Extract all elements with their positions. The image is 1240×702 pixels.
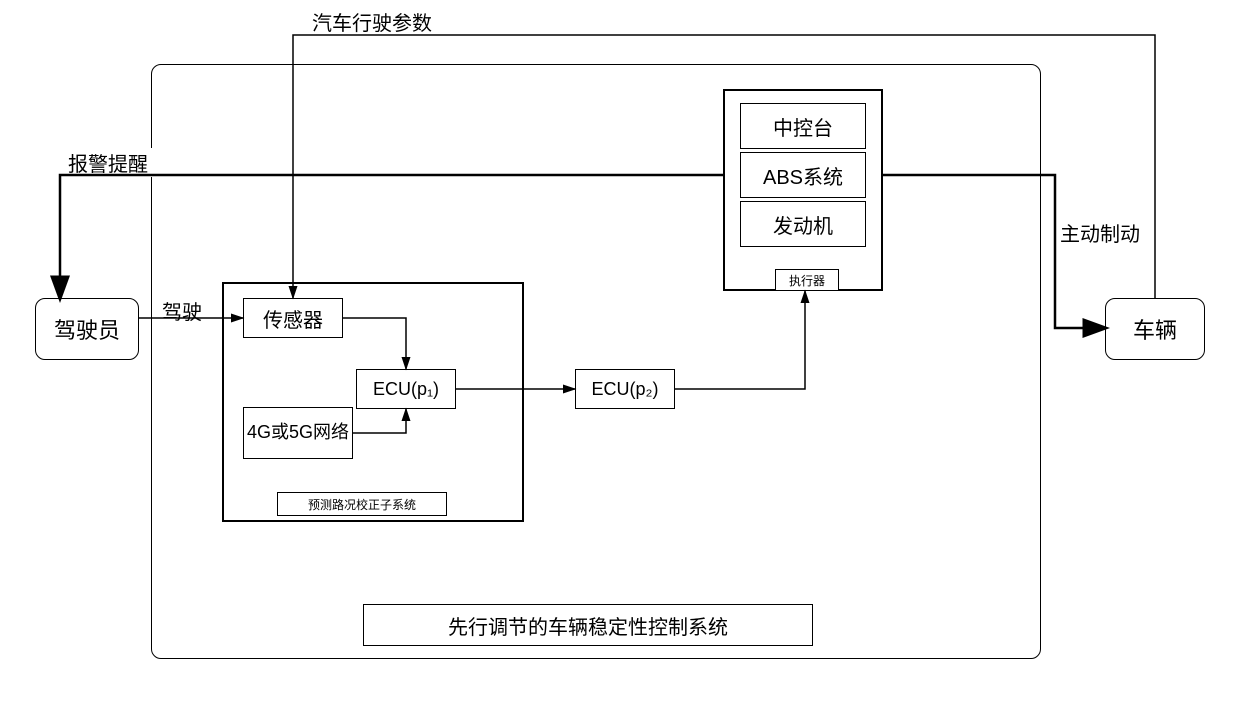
network-box: 4G或5G网络: [243, 407, 353, 459]
alarm-label: 报警提醒: [64, 148, 152, 177]
vehicle-box: 车辆: [1105, 298, 1205, 360]
subsystem-caption: 预测路况校正子系统: [308, 496, 416, 513]
sensor-label: 传感器: [263, 304, 323, 333]
actuator-caption-box: 执行器: [775, 269, 839, 291]
ecu1-box: ECU(p₁): [356, 369, 456, 409]
ecu1-label: ECU(p₁): [373, 379, 439, 400]
abs-label: ABS系统: [763, 161, 843, 190]
actuator-caption: 执行器: [789, 272, 825, 289]
driver-label: 驾驶员: [54, 313, 120, 345]
driver-box: 驾驶员: [35, 298, 139, 360]
title-label: 先行调节的车辆稳定性控制系统: [448, 611, 728, 640]
console-label: 中控台: [773, 112, 833, 141]
active-braking-label: 主动制动: [1060, 218, 1140, 247]
engine-box: 发动机: [740, 201, 866, 247]
driving-params-label: 汽车行驶参数: [308, 7, 436, 36]
driving-label: 驾驶: [158, 296, 206, 325]
sensor-box: 传感器: [243, 298, 343, 338]
ecu2-label: ECU(p₂): [592, 379, 659, 400]
console-box: 中控台: [740, 103, 866, 149]
engine-label: 发动机: [773, 210, 833, 239]
abs-box: ABS系统: [740, 152, 866, 198]
subsystem-caption-box: 预测路况校正子系统: [277, 492, 447, 516]
title-box: 先行调节的车辆稳定性控制系统: [363, 604, 813, 646]
network-label: 4G或5G网络: [247, 421, 349, 444]
ecu2-box: ECU(p₂): [575, 369, 675, 409]
vehicle-label: 车辆: [1133, 313, 1177, 345]
